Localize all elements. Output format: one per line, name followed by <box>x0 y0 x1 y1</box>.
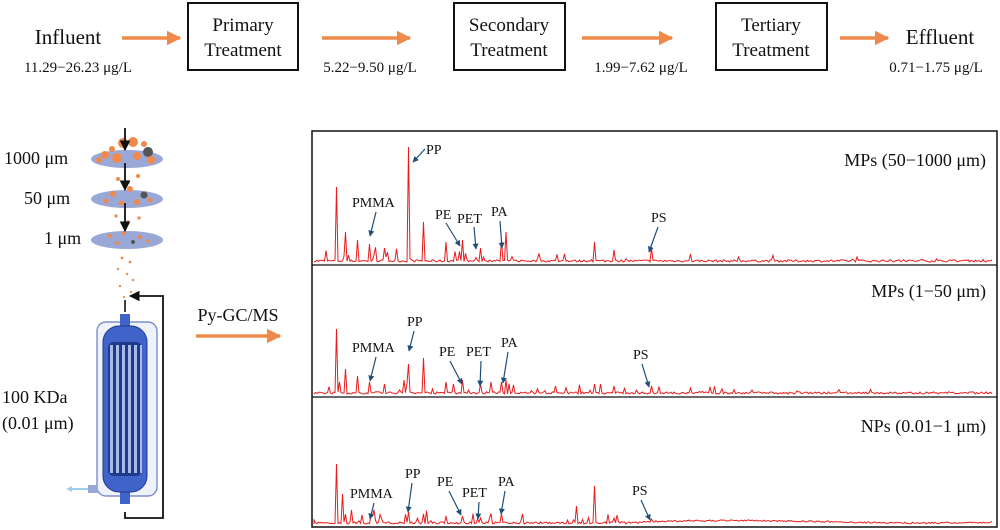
label-pa: PA <box>498 475 516 490</box>
panel-title-large-mps: MPs (50−1000 μm) <box>844 150 986 171</box>
label-pe: PE <box>435 208 451 223</box>
secondary-treatment-box <box>453 2 566 71</box>
spectrum-panel-nps: NPs (0.01−1 μm) PMMA PP PE PET PA PS <box>313 416 993 525</box>
primary-concentration: 5.22−9.50 μg/L <box>323 60 417 76</box>
label-ps: PS <box>651 211 667 226</box>
spectrum-panel-small-mps: MPs (1−50 μm) PMMA PP PE PET PA PS <box>313 281 993 395</box>
sieve-size-1000: 1000 μm <box>4 148 68 168</box>
label-pp: PP <box>407 315 423 330</box>
influent-label: Influent <box>35 25 102 49</box>
label-pet: PET <box>466 345 491 360</box>
recirculation-loop <box>124 290 164 519</box>
label-ps: PS <box>632 484 648 499</box>
label-pa: PA <box>491 205 509 220</box>
label-pp: PP <box>426 143 442 158</box>
effluent-concentration: 0.71−1.75 μg/L <box>889 60 983 76</box>
polymer-labels-nps: PMMA PP PE PET PA PS <box>350 467 651 521</box>
secondary-treatment-line1: Secondary <box>469 15 550 36</box>
spectrum-panel-large-mps: MPs (50−1000 μm) PP PMMA PE PET PA PS <box>313 143 993 264</box>
sieve-size-1: 1 μm <box>44 228 81 248</box>
label-ps: PS <box>633 348 649 363</box>
label-pmma: PMMA <box>350 487 394 502</box>
label-pmma: PMMA <box>352 341 396 356</box>
filtration-scheme: 1000 μm 50 μm 1 μm <box>2 128 282 519</box>
spectrum-trace-nps <box>313 463 993 525</box>
method-label: Py-GC/MS <box>197 305 278 325</box>
membrane-cutoff-kda: 100 KDa <box>2 387 68 407</box>
treatment-flow: Influent 11.29−26.23 μg/L Primary Treatm… <box>24 2 983 76</box>
tertiary-treatment-line2: Treatment <box>732 40 810 61</box>
label-pmma: PMMA <box>352 196 396 211</box>
ultrafiltration-module <box>66 314 158 504</box>
label-pe: PE <box>437 475 453 490</box>
label-pet: PET <box>462 486 487 501</box>
membrane-cutoff-um: (0.01 μm) <box>2 413 74 434</box>
spectrum-trace-small-mps <box>313 328 993 395</box>
primary-treatment-line2: Treatment <box>204 40 282 61</box>
sieve-disk-1 <box>91 231 163 249</box>
label-pa: PA <box>501 336 519 351</box>
spectra-frame <box>311 130 998 528</box>
polymer-labels-large-mps: PP PMMA PE PET PA PS <box>352 143 667 253</box>
tertiary-treatment-box <box>715 2 828 71</box>
secondary-treatment-line2: Treatment <box>470 40 548 61</box>
secondary-concentration: 1.99−7.62 μg/L <box>594 60 688 76</box>
primary-treatment-box <box>187 2 299 71</box>
panel-title-nps: NPs (0.01−1 μm) <box>861 416 986 437</box>
polymer-labels-small-mps: PMMA PP PE PET PA PS <box>352 315 651 388</box>
sieve-size-50: 50 μm <box>24 188 70 208</box>
panel-title-small-mps: MPs (1−50 μm) <box>871 281 986 302</box>
label-pp: PP <box>405 467 421 482</box>
primary-treatment-line1: Primary <box>212 15 274 36</box>
label-pe: PE <box>439 345 455 360</box>
tertiary-treatment-line1: Tertiary <box>741 15 801 36</box>
spectrum-trace-large-mps <box>313 146 993 264</box>
influent-concentration: 11.29−26.23 μg/L <box>24 60 132 76</box>
effluent-label: Effluent <box>906 25 975 49</box>
label-pet: PET <box>457 212 482 227</box>
